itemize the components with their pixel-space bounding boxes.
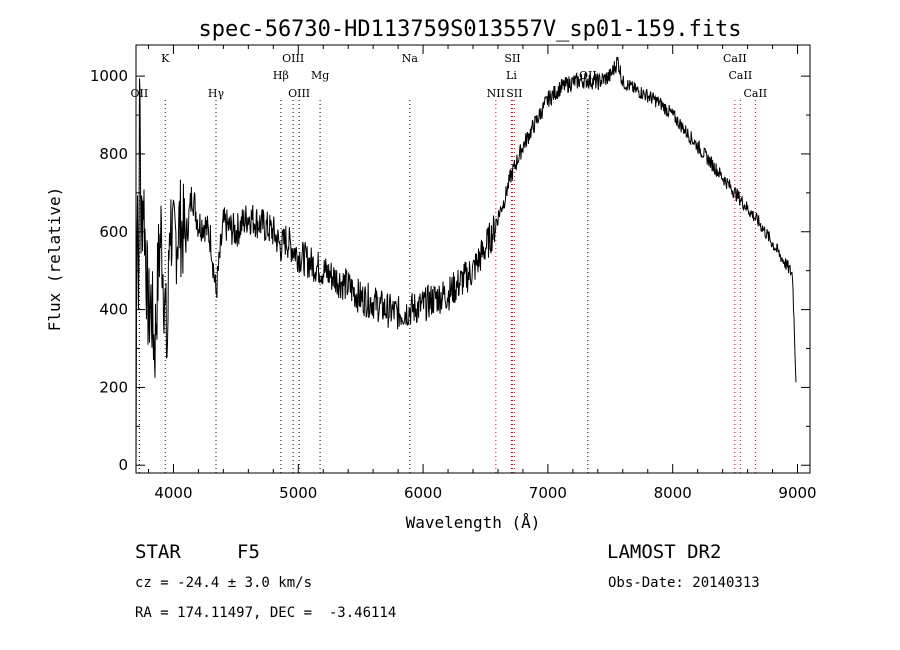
emission-line-label: OII bbox=[579, 69, 597, 82]
chart-title: spec-56730-HD113759S013557V_sp01-159.fit… bbox=[198, 17, 741, 42]
x-tick-label: 6000 bbox=[404, 484, 442, 502]
x-tick-label: 9000 bbox=[778, 484, 816, 502]
emission-line-label: K bbox=[161, 52, 170, 65]
redshift-velocity: cz = -24.4 ± 3.0 km/s bbox=[135, 575, 313, 591]
emission-line-label: Na bbox=[402, 52, 419, 65]
y-tick-label: 200 bbox=[99, 378, 128, 396]
sky-coordinates: RA = 174.11497, DEC = -3.46114 bbox=[135, 605, 397, 621]
survey-name: LAMOST DR2 bbox=[607, 541, 722, 563]
spectral-subclass: F5 bbox=[237, 541, 260, 563]
x-tick-label: 8000 bbox=[654, 484, 692, 502]
emission-line-label: OIII bbox=[288, 87, 310, 100]
emission-line-label: Mg bbox=[311, 69, 329, 82]
emission-line-label: CaII bbox=[743, 87, 767, 100]
spectrum-line bbox=[135, 56, 797, 467]
emission-line-labels: OIIKHγHβOIIIOIIIMgNaNIISIILiSIIOIICaIICa… bbox=[131, 52, 768, 100]
y-axis-ticks: 0 200 400 600 800 1000 bbox=[90, 67, 810, 474]
emission-line-label: SII bbox=[506, 87, 522, 100]
y-tick-label: 1000 bbox=[90, 67, 128, 85]
y-axis-label: Flux (relative) bbox=[45, 187, 64, 332]
x-axis-label: Wavelength (Å) bbox=[406, 513, 541, 532]
emission-line-label: OIII bbox=[282, 52, 304, 65]
x-axis-ticks: 4000 5000 6000 7000 8000 9000 bbox=[147, 45, 817, 502]
x-tick-label: 5000 bbox=[279, 484, 317, 502]
x-tick-label: 7000 bbox=[529, 484, 567, 502]
y-tick-label: 800 bbox=[99, 145, 128, 163]
plot-frame bbox=[135, 44, 811, 474]
emission-line-label: CaII bbox=[723, 52, 747, 65]
object-type: STAR bbox=[135, 541, 181, 563]
y-tick-label: 400 bbox=[99, 301, 128, 319]
emission-line-label: Hβ bbox=[273, 69, 289, 82]
x-tick-label: 4000 bbox=[154, 484, 192, 502]
y-tick-label: 0 bbox=[118, 456, 128, 474]
observation-date: Obs-Date: 20140313 bbox=[608, 575, 760, 591]
emission-line-label: SII bbox=[504, 52, 520, 65]
emission-line-label: CaII bbox=[729, 69, 753, 82]
spectrum-plot bbox=[135, 56, 797, 467]
emission-line-label: Li bbox=[506, 69, 517, 82]
emission-line-label: NII bbox=[487, 87, 505, 100]
emission-line-markers bbox=[138, 100, 756, 473]
emission-line-label: Hγ bbox=[208, 87, 225, 100]
y-tick-label: 600 bbox=[99, 223, 128, 241]
